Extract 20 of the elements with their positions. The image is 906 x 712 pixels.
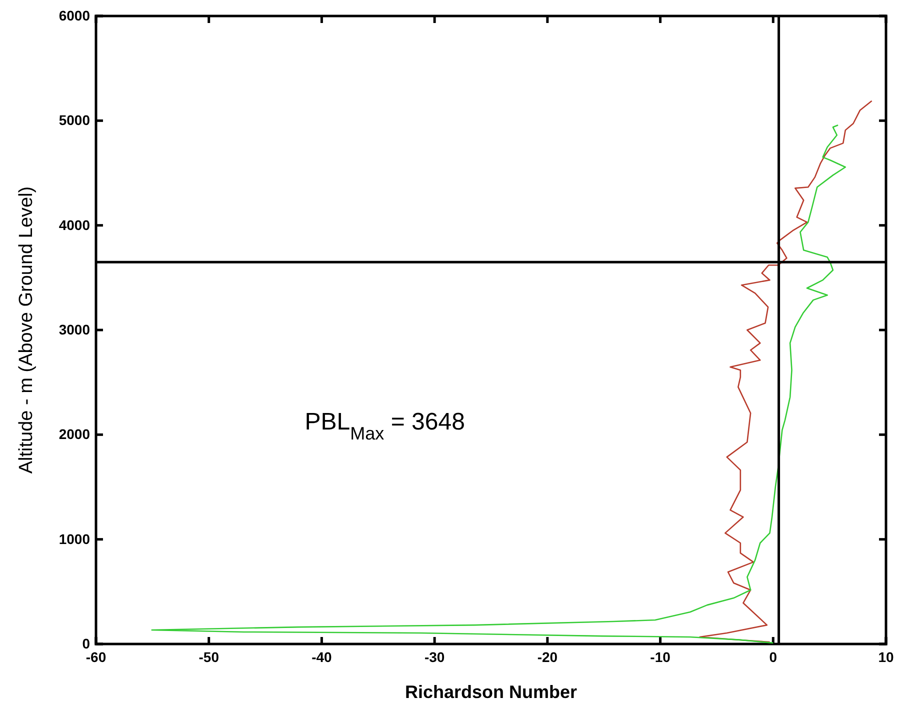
x-tick-label: -20 bbox=[537, 648, 558, 665]
x-tick-label: -60 bbox=[86, 648, 106, 665]
line-series bbox=[151, 124, 846, 644]
line-series bbox=[699, 100, 872, 643]
y-axis-title: Altitude - m (Above Ground Level) bbox=[16, 186, 37, 474]
y-tick-label: 3000 bbox=[58, 321, 90, 338]
x-tick-label: -50 bbox=[198, 648, 220, 665]
x-tick-label: 10 bbox=[878, 648, 894, 665]
x-tick-label: -40 bbox=[312, 648, 332, 665]
y-tick-label: 0 bbox=[82, 635, 90, 652]
y-tick-label: 6000 bbox=[58, 7, 90, 24]
y-tick-label: 1000 bbox=[58, 530, 90, 547]
x-axis-title: Richardson Number bbox=[404, 682, 578, 702]
y-tick-label: 2000 bbox=[58, 426, 90, 442]
y-tick-label: 4000 bbox=[58, 216, 90, 233]
x-tick-label: -30 bbox=[424, 648, 445, 665]
x-tick-label: -10 bbox=[650, 648, 671, 665]
annotation: PBL$_{Max}$ = 3648 bbox=[304, 408, 465, 444]
y-tick-label: 5000 bbox=[58, 112, 90, 128]
x-tick-label: 0 bbox=[769, 648, 778, 665]
